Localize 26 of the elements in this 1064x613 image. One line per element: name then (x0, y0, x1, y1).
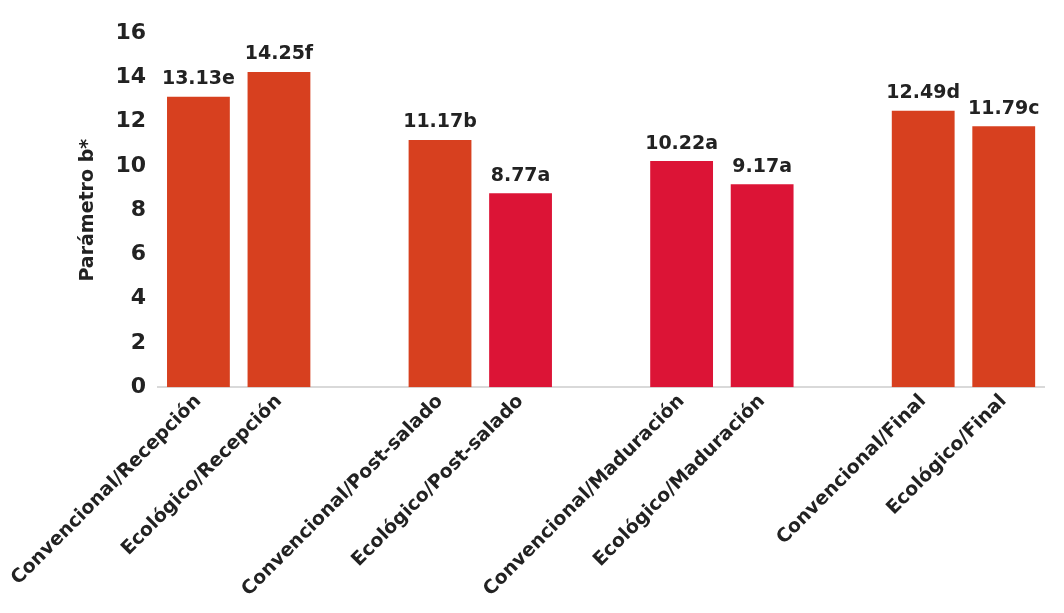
y-tick-label: 2 (130, 328, 147, 354)
y-tick-label: 8 (130, 195, 147, 221)
bar (408, 140, 472, 388)
y-axis-title: Parámetro b* (75, 138, 98, 282)
bar (650, 161, 714, 388)
bar (730, 184, 794, 388)
bar (891, 110, 955, 388)
data-label: 8.77a (490, 162, 551, 185)
bar (972, 126, 1036, 388)
data-label: 9.17a (732, 153, 792, 176)
y-tick-label: 4 (130, 284, 147, 310)
y-tick-label: 14 (115, 63, 147, 89)
y-tick-label: 12 (115, 107, 147, 133)
bar (167, 96, 230, 388)
data-label: 12.49d (886, 80, 961, 103)
data-label: 14.25f (244, 41, 314, 64)
y-tick-label: 16 (115, 18, 147, 44)
y-tick-label: 6 (130, 240, 147, 266)
bar (489, 193, 552, 388)
y-tick-label: 0 (130, 372, 147, 398)
data-label: 11.17b (403, 109, 477, 132)
data-label: 10.22a (645, 130, 719, 153)
data-label: 11.79c (968, 95, 1040, 118)
y-tick-label: 10 (115, 151, 147, 177)
bar (247, 71, 311, 388)
data-label: 13.13e (161, 66, 235, 89)
